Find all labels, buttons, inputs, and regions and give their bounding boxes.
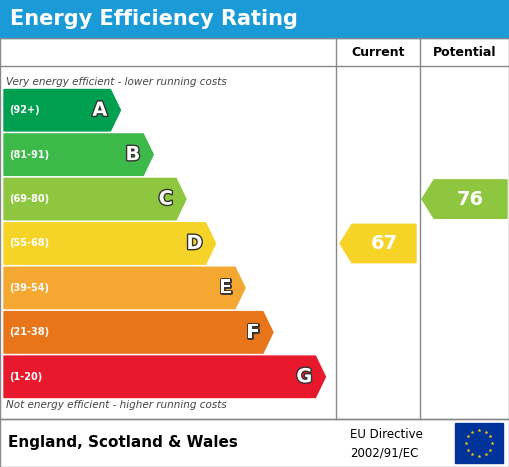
Polygon shape	[422, 180, 507, 218]
Polygon shape	[4, 178, 186, 220]
Text: (1-20): (1-20)	[9, 372, 42, 382]
Bar	[0, 0, 509, 38]
Polygon shape	[4, 90, 121, 131]
Text: Potential: Potential	[433, 45, 496, 58]
Text: (92+): (92+)	[9, 105, 40, 115]
Text: F: F	[247, 323, 260, 342]
Text: 2002/91/EC: 2002/91/EC	[350, 446, 418, 459]
Polygon shape	[4, 134, 153, 175]
Text: Not energy efficient - higher running costs: Not energy efficient - higher running co…	[6, 400, 227, 410]
Text: C: C	[159, 190, 173, 209]
Text: England, Scotland & Wales: England, Scotland & Wales	[8, 436, 238, 451]
Polygon shape	[4, 356, 325, 397]
Polygon shape	[4, 223, 215, 264]
Polygon shape	[340, 224, 416, 263]
Text: 76: 76	[457, 190, 484, 209]
Text: (69-80): (69-80)	[9, 194, 49, 204]
Text: G: G	[296, 367, 313, 386]
Text: 67: 67	[371, 234, 398, 253]
Text: EU Directive: EU Directive	[350, 428, 423, 441]
Text: (21-38): (21-38)	[9, 327, 49, 337]
Polygon shape	[4, 311, 273, 353]
Text: Very energy efficient - lower running costs: Very energy efficient - lower running co…	[6, 77, 227, 87]
Text: Current: Current	[351, 45, 405, 58]
Text: (55-68): (55-68)	[9, 239, 49, 248]
Text: (39-54): (39-54)	[9, 283, 49, 293]
Text: E: E	[219, 278, 232, 297]
Bar	[455, 423, 503, 463]
Text: D: D	[186, 234, 203, 253]
Text: B: B	[126, 145, 140, 164]
Bar	[0, 38, 509, 419]
Bar	[0, 419, 509, 467]
Text: Energy Efficiency Rating: Energy Efficiency Rating	[10, 9, 298, 29]
Text: (81-91): (81-91)	[9, 149, 49, 160]
Polygon shape	[4, 267, 245, 309]
Text: A: A	[92, 101, 107, 120]
